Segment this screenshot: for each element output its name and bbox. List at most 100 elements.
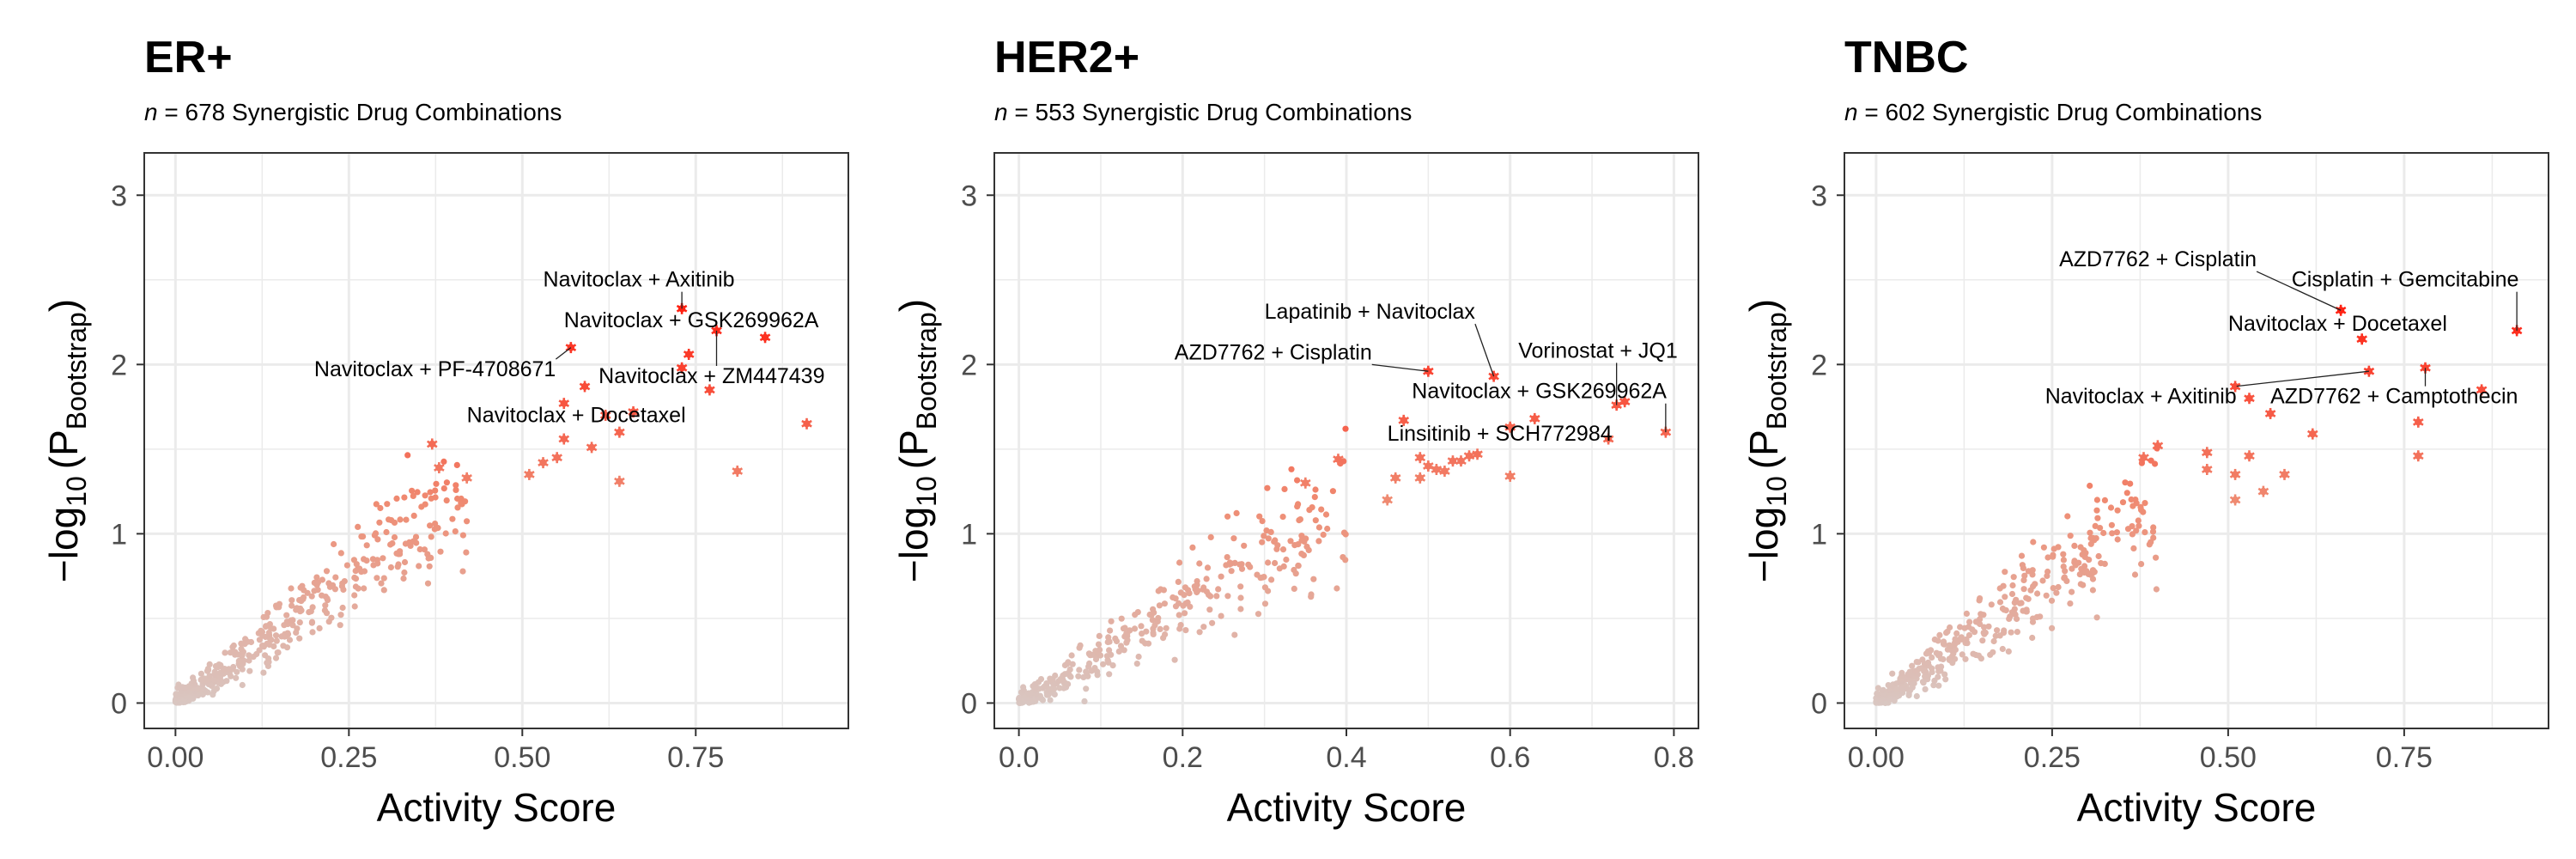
scatter-point (416, 563, 422, 570)
scatter-point (428, 533, 434, 540)
scatter-point (2113, 529, 2120, 536)
scatter-point (299, 582, 306, 589)
scatter-point (264, 640, 270, 647)
scatter-point (296, 619, 303, 626)
highlight-point (558, 433, 570, 445)
scatter-point (2101, 497, 2108, 504)
scatter-point (2087, 482, 2093, 490)
scatter-point (1081, 698, 1088, 705)
scatter-point (1999, 605, 2006, 612)
scatter-point (258, 643, 266, 649)
scatter-point (1254, 571, 1261, 578)
scatter-point (427, 522, 434, 529)
scatter-point (309, 604, 316, 611)
scatter-point (373, 501, 380, 508)
scatter-point (1083, 685, 1090, 692)
scatter-point (1279, 514, 1286, 521)
p0-y-tick-label: 3 (111, 180, 127, 212)
scatter-point (1909, 662, 1916, 669)
scatter-point (1978, 611, 1984, 618)
scatter-point (414, 489, 421, 496)
scatter-point (426, 563, 433, 570)
scatter-point (1281, 485, 1288, 493)
scatter-point (1996, 599, 2004, 606)
p0-x-tick-label: 0.75 (667, 741, 724, 774)
scatter-point (1999, 645, 2006, 653)
p1-point-labels: Lapatinib + Navitoclax AZD7762 + Cisplati… (1175, 300, 1678, 446)
scatter-point (386, 516, 392, 523)
scatter-point (1294, 477, 1301, 484)
p0-point-labels: Navitoclax + Axitinib Navitoclax + GSK269… (314, 268, 825, 428)
highlight-point (676, 362, 688, 374)
p0-subtitle-n-symbol: n (144, 99, 158, 125)
highlight-point (1619, 396, 1631, 408)
scatter-point (1261, 584, 1268, 591)
scatter-point (2089, 567, 2097, 574)
p0-x-tick-label: 0.50 (494, 741, 550, 774)
scatter-point (374, 575, 380, 582)
highlight-point (2229, 494, 2241, 506)
scatter-point (1150, 606, 1157, 612)
p1-y-tick-label: 0 (961, 687, 977, 720)
scatter-point (1196, 629, 1203, 636)
scatter-point (2093, 507, 2100, 514)
scatter-point (272, 655, 280, 661)
scatter-point (449, 515, 456, 522)
panel-tnbc: TNBC n = 602 Synergistic Drug Combination… (1741, 33, 2549, 830)
scatter-point (197, 670, 204, 677)
scatter-point (1203, 576, 1210, 582)
point-label: Linsitinib + SCH772984 (1388, 422, 1613, 446)
scatter-point (2001, 627, 2008, 634)
scatter-point (404, 452, 411, 459)
scatter-point (313, 574, 320, 581)
scatter-point (283, 612, 290, 618)
highlight-point (1382, 494, 1393, 506)
scatter-point (1941, 638, 1947, 645)
scatter-point (2128, 496, 2135, 503)
scatter-point (361, 568, 368, 575)
scatter-point (1107, 627, 1114, 634)
p1-subtitle-n-symbol: n (994, 99, 1008, 125)
scatter-point (300, 594, 307, 601)
scatter-point (1947, 624, 1953, 631)
scatter-point (2130, 545, 2137, 552)
scatter-point (351, 592, 358, 599)
scatter-point (1929, 654, 1935, 661)
p0-y-tick-label: 2 (111, 349, 127, 381)
scatter-point (459, 532, 467, 539)
scatter-point (246, 652, 252, 659)
point-label: Navitoclax + Docetaxel (2228, 312, 2447, 336)
scatter-point (432, 521, 439, 527)
scatter-point (1157, 586, 1164, 593)
scatter-point (238, 645, 245, 653)
p0-points (172, 302, 812, 706)
scatter-point (1259, 539, 1266, 545)
scatter-point (1196, 560, 1203, 567)
scatter-point (339, 604, 346, 612)
scatter-point (206, 673, 213, 679)
scatter-point (1261, 600, 1269, 607)
scatter-point (1880, 686, 1886, 693)
scatter-point (2013, 596, 2020, 603)
scatter-point (1308, 591, 1315, 598)
highlight-point (1528, 412, 1540, 424)
p2-x-tick-label: 0.25 (2024, 741, 2081, 774)
scatter-point (1121, 624, 1128, 631)
label-leader-line (2256, 271, 2342, 311)
p2-subtitle-text: Synergistic Drug Combinations (1925, 99, 2262, 125)
p2-title: TNBC (1844, 33, 1968, 82)
scatter-point (294, 605, 301, 612)
scatter-point (2018, 552, 2026, 559)
scatter-point (352, 583, 359, 590)
panel-her2-plus: HER2+ n = 553 Synergistic Drug Combinatio… (891, 33, 1699, 830)
scatter-point (421, 546, 428, 553)
p0-y-axis-title: −log10(PBootstrap) (41, 299, 92, 582)
scatter-point (1268, 576, 1275, 583)
scatter-point (294, 625, 301, 632)
scatter-point (2067, 533, 2074, 539)
highlight-point (2201, 464, 2213, 475)
scatter-point (454, 495, 461, 503)
scatter-point (273, 637, 280, 644)
scatter-point (316, 624, 323, 632)
scatter-point (1086, 660, 1093, 667)
